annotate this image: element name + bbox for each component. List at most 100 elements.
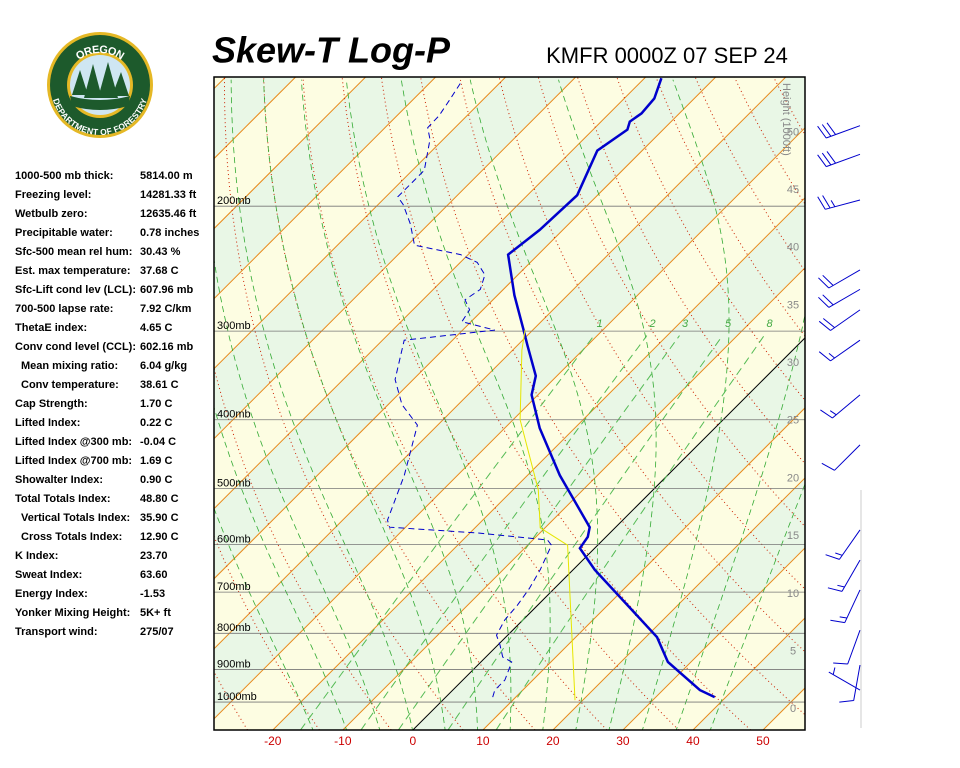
index-value: 607.96 mb	[140, 284, 193, 296]
mixing-ratio-line	[300, 335, 595, 730]
index-value: 275/07	[140, 626, 174, 638]
index-value: -1.53	[140, 588, 165, 600]
isotherm	[692, 617, 805, 730]
isotherm	[214, 77, 366, 230]
chart-title: Skew-T Log-P	[212, 30, 451, 71]
wind-barb	[820, 394, 861, 419]
wind-barb	[839, 665, 861, 703]
index-label: Total Totals Index:	[15, 493, 111, 505]
index-value: 5K+ ft	[140, 607, 171, 619]
mixing-ratio-line	[397, 335, 680, 730]
wind-barb	[833, 630, 861, 665]
dry-adiabat	[813, 77, 960, 730]
mixing-ratio-line	[447, 335, 724, 730]
wind-barb	[818, 269, 861, 289]
wind-barb	[830, 589, 861, 624]
index-value: 1.70 C	[140, 398, 172, 410]
y-tick-label: 1000mb	[217, 691, 257, 703]
isotherm	[214, 77, 787, 650]
isotherm	[903, 77, 960, 730]
y-tick-label: 400mb	[217, 409, 251, 421]
index-value: 23.70	[140, 550, 168, 562]
logo: OREGON DEPARTMENT OF FORESTRY	[47, 32, 153, 138]
y-tick-label: 600mb	[217, 534, 251, 546]
index-value: 4.65 C	[140, 322, 172, 334]
y-tick-label: 300mb	[217, 320, 251, 332]
moist-adiabat	[675, 312, 805, 730]
index-label: Lifted Index @700 mb:	[15, 455, 132, 467]
index-value: 12635.46 ft	[140, 208, 197, 220]
isotherm	[833, 77, 960, 730]
index-label: Transport wind:	[15, 626, 98, 638]
wind-barb	[825, 529, 861, 560]
index-label: 700-500 lapse rate:	[15, 303, 113, 315]
isotherm-band	[214, 77, 805, 719]
height-tick-label: 15	[787, 530, 799, 542]
index-value: 48.80 C	[140, 493, 179, 505]
index-value: 5814.00 m	[140, 170, 193, 182]
profile-line	[506, 77, 716, 699]
mixing-ratio-label: 3	[682, 318, 689, 330]
indices-panel: 1000-500 mb thick: 5814.00 m Freezing leve…	[15, 170, 199, 638]
height-tick-label: 0	[790, 703, 796, 715]
dry-adiabat	[459, 77, 805, 653]
x-tick-label: 20	[546, 734, 560, 748]
dry-adiabat	[930, 77, 960, 730]
height-tick-label: 45	[787, 184, 799, 196]
index-value: 63.60	[140, 569, 168, 581]
index-label: Vertical Totals Index:	[21, 512, 130, 524]
mixing-ratio-label: 5	[725, 318, 732, 330]
index-label: Showalter Index:	[15, 474, 103, 486]
isotherm	[552, 477, 805, 730]
moist-adiabat	[642, 79, 730, 730]
logo-top-text-path: OREGON	[74, 44, 126, 63]
index-label: Sfc-500 mean rel hum:	[15, 246, 132, 258]
isotherm	[342, 267, 805, 730]
index-value: 12.90 C	[140, 531, 179, 543]
index-value: 37.68 C	[140, 265, 179, 277]
x-tick-label: 0	[410, 734, 417, 748]
y-tick-label: 900mb	[217, 658, 251, 670]
height-tick-label: 5	[790, 645, 796, 657]
moist-adiabat	[214, 257, 381, 730]
dewpoint-line	[386, 82, 553, 698]
dry-adiabat	[616, 77, 805, 402]
index-label: Precipitable water:	[15, 227, 113, 239]
isotherm	[214, 77, 577, 440]
profile-line	[519, 330, 576, 701]
logo-top-text: OREGON	[74, 44, 126, 63]
moist-adiabat	[263, 79, 446, 730]
x-tick-label: 40	[686, 734, 700, 748]
dry-adiabat	[733, 77, 805, 205]
isotherm-band	[214, 127, 805, 730]
wind-barb	[821, 444, 861, 471]
index-label: ThetaE index:	[15, 322, 87, 334]
isotherm	[214, 77, 717, 580]
isotherm	[214, 77, 507, 370]
index-value: 602.16 mb	[140, 341, 193, 353]
isotherm	[622, 547, 805, 730]
dry-adiabat	[852, 77, 960, 730]
chart-subtitle: KMFR 0000Z 07 SEP 24	[546, 43, 788, 68]
wind-barb	[818, 339, 861, 362]
x-tick-label: 50	[756, 734, 770, 748]
height-axis-label: Height (1000ft)	[780, 83, 792, 156]
index-label: Lifted Index @300 mb:	[15, 436, 132, 448]
y-tick-label: 800mb	[217, 622, 251, 634]
height-tick-label: 10	[787, 588, 799, 600]
plot-overlay: -20 -10 0 10 20 30 40 50200mb300mb400mb500mb600…	[217, 83, 799, 748]
mixing-ratio-label: 8	[766, 318, 773, 330]
isotherm-band	[833, 77, 960, 730]
y-tick-label: 700mb	[217, 581, 251, 593]
isotherm	[214, 127, 805, 720]
isotherm	[214, 77, 437, 300]
index-label: 1000-500 mb thick:	[15, 170, 113, 182]
isotherm	[482, 407, 805, 730]
index-label: Freezing level:	[15, 189, 91, 201]
index-label: K Index:	[15, 550, 58, 562]
mixing-ratio-label: 2	[648, 318, 655, 330]
dry-adiabat	[341, 77, 680, 730]
logo-trees	[72, 62, 129, 98]
